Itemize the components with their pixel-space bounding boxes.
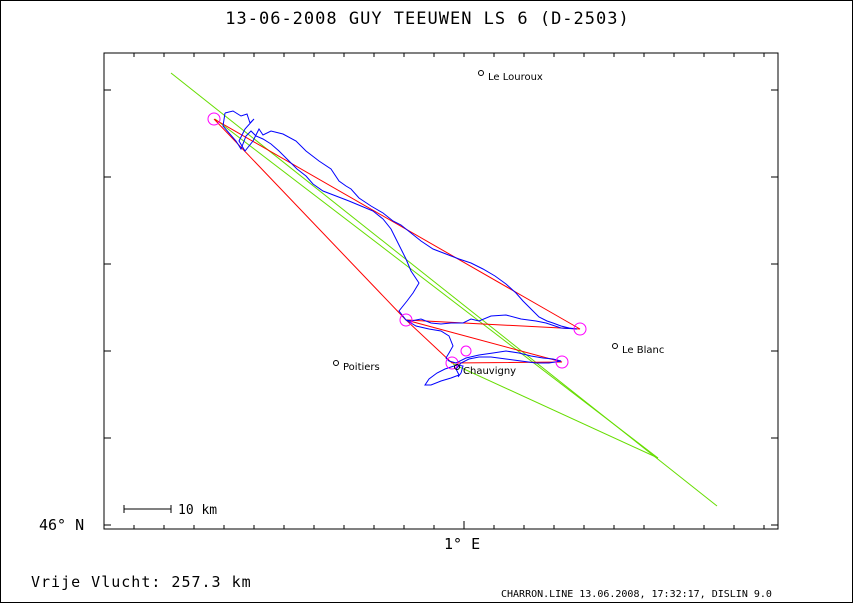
scale-bar-label: 10 km <box>178 503 217 518</box>
axis-ticks <box>103 53 778 529</box>
town-chauvigny: Chauvigny <box>454 364 516 377</box>
town-label-le-blanc: Le Blanc <box>622 345 664 356</box>
sector-lines <box>170 72 718 507</box>
footer-info: CHARRON.LINE 13.06.2008, 17:32:17, DISLI… <box>501 589 772 600</box>
town-le-blanc: Le Blanc <box>612 343 664 356</box>
town-label-chauvigny: Chauvigny <box>463 366 516 377</box>
turnpoint-4 <box>555 355 569 369</box>
plot-frame <box>103 52 779 530</box>
latitude-label: 46° N <box>39 516 85 534</box>
turnpoints <box>207 112 587 370</box>
turnpoint-3 <box>399 313 413 327</box>
scale-bar: 10 km <box>123 503 217 518</box>
turnpoint-6 <box>460 345 472 357</box>
town-poitiers: Poitiers <box>333 360 380 373</box>
longitude-label: 1° E <box>444 535 481 553</box>
gps-track-final-glide <box>405 319 562 386</box>
distance-summary: Vrije Vlucht: 257.3 km <box>31 573 252 591</box>
gps-track <box>222 110 578 330</box>
town-le-louroux: Le Louroux <box>478 70 543 83</box>
plot-title: 13-06-2008 GUY TEEUWEN LS 6 (D-2503) <box>225 9 630 29</box>
town-label-le-louroux: Le Louroux <box>488 72 543 83</box>
turnpoint-2 <box>573 322 587 336</box>
turnpoint-5 <box>445 356 459 370</box>
turnpoint-1 <box>207 112 221 126</box>
town-label-poitiers: Poitiers <box>343 362 380 373</box>
